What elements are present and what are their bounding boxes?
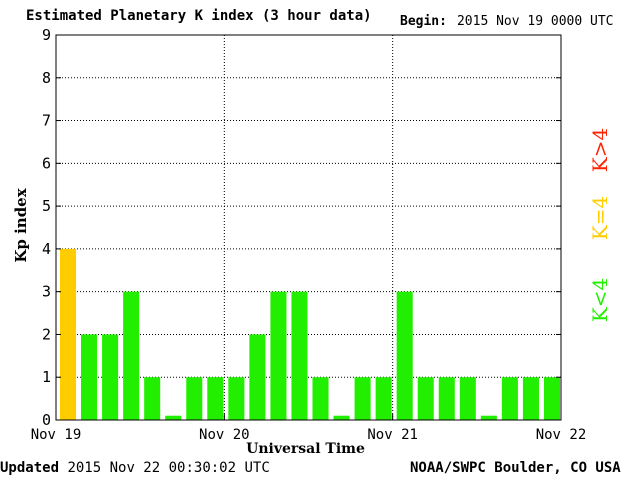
kp-bar bbox=[543, 377, 560, 420]
chart-title: Estimated Planetary K index (3 hour data… bbox=[26, 8, 372, 24]
kp-bar bbox=[270, 291, 287, 420]
kp-bar bbox=[165, 415, 182, 420]
grid-layer bbox=[56, 35, 561, 420]
x-tick-label: Nov 19 bbox=[31, 427, 82, 443]
x-tick-label: Nov 20 bbox=[199, 427, 250, 443]
kp-bar bbox=[123, 291, 140, 420]
y-tick-label: 4 bbox=[42, 240, 51, 258]
kp-bar bbox=[438, 377, 455, 420]
updated-time: Updated 2015 Nov 22 00:30:02 UTC bbox=[0, 460, 270, 476]
begin-time: Begin: 2015 Nov 19 0000 UTC bbox=[400, 14, 614, 29]
kp-bar bbox=[144, 377, 161, 420]
kp-bar bbox=[312, 377, 329, 420]
y-tick-label: 0 bbox=[42, 411, 51, 429]
kp-bar bbox=[249, 334, 266, 420]
kp-bar bbox=[480, 415, 497, 420]
kp-bar bbox=[354, 377, 371, 420]
kp-bar bbox=[186, 377, 203, 420]
y-tick-label: 9 bbox=[42, 26, 51, 44]
legend-item: K=4 bbox=[588, 196, 612, 240]
updated-value: 2015 Nov 22 00:30:02 UTC bbox=[67, 460, 270, 476]
x-tick-label: Nov 21 bbox=[367, 427, 418, 443]
legend: K<4 K=4 K>4 bbox=[588, 128, 612, 322]
updated-label: Updated bbox=[0, 460, 60, 476]
tick-layer: 0 1 2 3 4 5 6 7 8 9 Nov 19 Nov 20 Nov 21 Nov 22 bbox=[31, 26, 587, 443]
legend-item: K<4 bbox=[588, 278, 612, 322]
credit: NOAA/SWPC Boulder, CO USA bbox=[410, 460, 621, 476]
plot-frame bbox=[55, 34, 562, 421]
kp-bar bbox=[228, 377, 245, 420]
kp-bar bbox=[417, 377, 434, 420]
begin-label: Begin: bbox=[400, 14, 447, 29]
y-axis-label: Kp index bbox=[12, 187, 30, 262]
kp-bar bbox=[207, 377, 224, 420]
kp-bar bbox=[60, 248, 77, 420]
bar-layer bbox=[60, 248, 560, 420]
y-tick-label: 2 bbox=[42, 325, 51, 343]
y-tick-label: 6 bbox=[42, 154, 51, 172]
begin-value: 2015 Nov 19 0000 UTC bbox=[456, 14, 614, 29]
kp-bar bbox=[102, 334, 119, 420]
kp-bar bbox=[396, 291, 413, 420]
y-tick-label: 1 bbox=[42, 368, 51, 386]
x-axis-label: Universal Time bbox=[246, 441, 365, 457]
kp-bar bbox=[501, 377, 518, 420]
y-tick-label: 7 bbox=[42, 112, 51, 130]
kp-bar bbox=[81, 334, 98, 420]
kp-bar bbox=[375, 377, 392, 420]
y-tick-label: 8 bbox=[42, 69, 51, 87]
legend-item: K>4 bbox=[588, 128, 612, 172]
y-tick-label: 3 bbox=[42, 283, 51, 301]
kp-bar bbox=[333, 415, 350, 420]
y-tick-label: 5 bbox=[42, 197, 51, 215]
kp-bar bbox=[291, 291, 308, 420]
kp-bar bbox=[522, 377, 539, 420]
kp-bar bbox=[459, 377, 476, 420]
x-tick-label: Nov 22 bbox=[536, 427, 587, 443]
